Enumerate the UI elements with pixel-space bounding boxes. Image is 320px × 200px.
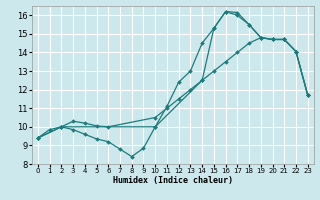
X-axis label: Humidex (Indice chaleur): Humidex (Indice chaleur) — [113, 176, 233, 185]
